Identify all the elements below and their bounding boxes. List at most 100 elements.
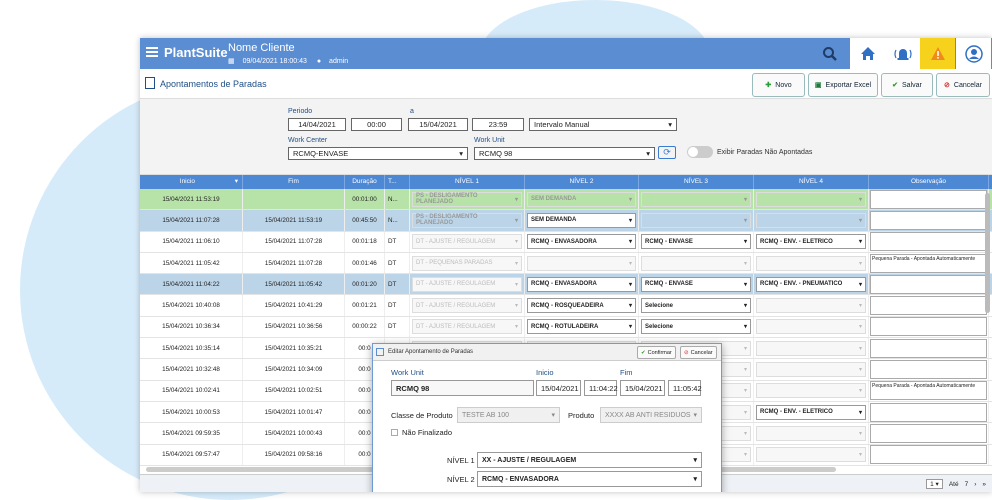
col-header-tipo[interactable]: T... — [385, 175, 410, 189]
sort-down-icon[interactable]: ▾ — [234, 178, 238, 185]
menu-icon[interactable] — [146, 47, 158, 57]
col-header-observacao[interactable]: Observação — [869, 175, 989, 189]
col-header-inicio[interactable]: Inicio ▾ — [140, 175, 243, 189]
cell-nivel4-select[interactable]: ▾ — [756, 319, 866, 335]
observacao-input[interactable] — [870, 360, 987, 380]
user-circle-icon[interactable] — [956, 38, 991, 69]
cell-nivel1-select[interactable]: DT - PEQUENAS PARADAS ▾ — [412, 255, 522, 271]
save-button[interactable]: ✔ Salvar — [881, 73, 933, 97]
novo-button[interactable]: ✚ Novo — [752, 73, 805, 97]
nao-finalizado-checkbox[interactable] — [391, 429, 398, 436]
export-excel-button[interactable]: ▣ Exportar Excel — [808, 73, 878, 97]
cell-nivel1-select[interactable]: PS - DESLIGAMENTO PLANEJADO ▾ — [412, 212, 522, 228]
cell-nivel4-select[interactable]: RCMQ - ENV. - ELETRICO ▾ — [756, 234, 866, 250]
cell-nivel4-select[interactable]: ▾ — [756, 383, 866, 399]
observacao-input[interactable] — [870, 317, 987, 337]
cell-nivel3-select[interactable]: Selecione ▾ — [641, 298, 751, 314]
fim-time-input[interactable]: 11:05:42 — [668, 380, 702, 396]
home-icon[interactable] — [850, 38, 885, 69]
cell-nivel3-select[interactable]: RCMQ - ENVASE ▾ — [641, 276, 751, 292]
cancel-button[interactable]: ⊘ Cancelar — [936, 73, 990, 97]
classe-select[interactable]: TESTE AB 100 ▾ — [457, 407, 560, 423]
work-unit-select[interactable]: RCMQ 98 ▾ — [474, 147, 655, 160]
warning-icon[interactable] — [920, 38, 955, 69]
col-header-duracao[interactable]: Duração — [345, 175, 385, 189]
search-icon[interactable] — [812, 38, 847, 69]
cell-nivel4: ▾ — [754, 295, 869, 316]
cell-nivel1-select[interactable]: PS - DESLIGAMENTO PLANEJADO ▾ — [412, 191, 522, 207]
fim-date-input[interactable]: 15/04/2021 — [620, 380, 665, 396]
observacao-input[interactable] — [870, 338, 987, 358]
produto-select[interactable]: XXXX AB ANTI RESIDUOS ▾ — [600, 407, 702, 423]
table-row[interactable]: 15/04/2021 10:40:08 15/04/2021 10:41:29 00… — [140, 295, 992, 317]
end-date-input[interactable]: 15/04/2021 — [408, 118, 468, 131]
cell-nivel2-select[interactable]: RCMQ - ENVASADORA ▾ — [527, 276, 636, 292]
inicio-time-input[interactable]: 11:04:22 — [584, 380, 618, 396]
cell-nivel3-select[interactable]: ▾ — [641, 212, 751, 228]
cell-nivel4-select[interactable]: ▾ — [756, 340, 866, 356]
observacao-input[interactable]: Pequena Parada - Apontada Automaticament… — [870, 253, 987, 273]
cell-nivel4-select[interactable]: ▾ — [756, 191, 866, 207]
nivel1-select[interactable]: XX - AJUSTE / REGULAGEM ▾ — [477, 452, 702, 468]
cell-nivel1-select[interactable]: DT - AJUSTE / REGULAGEM ▾ — [412, 234, 522, 250]
observacao-input[interactable] — [870, 189, 987, 209]
dialog-cancel-button[interactable]: ⊘ Cancelar — [680, 346, 717, 359]
observacao-input[interactable] — [870, 210, 987, 230]
next-page-icon[interactable]: › — [974, 480, 977, 488]
last-page-icon[interactable]: » — [982, 480, 986, 488]
inicio-date-input[interactable]: 15/04/2021 — [536, 380, 581, 396]
cell-nivel2-select[interactable]: RCMQ - ROSQUEADEIRA ▾ — [527, 298, 636, 314]
col-header-nivel4[interactable]: NÍVEL 4 — [754, 175, 869, 189]
confirm-button[interactable]: ✔ Confirmar — [637, 346, 676, 359]
table-row[interactable]: 15/04/2021 11:07:28 15/04/2021 11:53:19 00… — [140, 210, 992, 232]
observacao-input[interactable] — [870, 402, 987, 422]
table-row[interactable]: 15/04/2021 11:53:19 00:01:00 N... PS - DESL… — [140, 189, 992, 211]
alarm-icon[interactable] — [885, 38, 920, 69]
classe-label: Classe de Produto — [391, 411, 453, 420]
observacao-input[interactable] — [870, 274, 987, 294]
cell-nivel3-select[interactable]: RCMQ - ENVASE ▾ — [641, 234, 751, 250]
nivel2-select[interactable]: RCMQ - ENVASADORA ▾ — [477, 471, 702, 487]
refresh-icon[interactable]: ⟳ — [658, 146, 676, 159]
cell-nivel4-select[interactable]: ▾ — [756, 362, 866, 378]
cell-nivel4-select[interactable]: ▾ — [756, 255, 866, 271]
col-header-nivel3[interactable]: NÍVEL 3 — [639, 175, 754, 189]
observacao-input[interactable] — [870, 445, 987, 465]
col-header-nivel2[interactable]: NÍVEL 2 — [525, 175, 639, 189]
table-row[interactable]: 15/04/2021 10:36:34 15/04/2021 10:36:56 00… — [140, 316, 992, 339]
cell-nivel4-select[interactable]: ▾ — [756, 447, 866, 463]
cell-nivel3-select[interactable]: Selecione ▾ — [641, 319, 751, 335]
start-time-input[interactable]: 00:00 — [351, 118, 402, 131]
cell-nivel2-select[interactable]: SEM DEMANDA ▾ — [527, 212, 636, 228]
start-date-input[interactable]: 14/04/2021 — [288, 118, 346, 131]
table-row[interactable]: 15/04/2021 11:05:42 15/04/2021 11:07:28 00… — [140, 252, 992, 275]
table-row[interactable]: 15/04/2021 11:04:22 15/04/2021 11:05:42 00… — [140, 274, 992, 296]
col-header-fim[interactable]: Fim — [243, 175, 345, 189]
cell-nivel2-select[interactable]: ▾ — [527, 255, 636, 271]
cell-nivel1-select[interactable]: DT - AJUSTE / REGULAGEM ▾ — [412, 276, 522, 292]
col-header-nivel1[interactable]: NÍVEL 1 — [410, 175, 525, 189]
observacao-input[interactable] — [870, 296, 987, 316]
cell-nivel4-select[interactable]: ▾ — [756, 298, 866, 314]
vertical-scrollbar[interactable] — [985, 193, 990, 313]
cell-nivel4-select[interactable]: RCMQ - ENV. - ELETRICO ▾ — [756, 404, 866, 420]
page-size-select[interactable]: 1 ▾ — [926, 479, 943, 489]
end-time-input[interactable]: 23:59 — [472, 118, 524, 131]
cell-nivel4-select[interactable]: ▾ — [756, 212, 866, 228]
cell-nivel4-select[interactable]: RCMQ - ENV. - PNEUMATICO ▾ — [756, 276, 866, 292]
observacao-input[interactable] — [870, 232, 987, 252]
cell-nivel2-select[interactable]: SEM DEMANDA ▾ — [527, 191, 636, 207]
cell-nivel1-select[interactable]: DT - AJUSTE / REGULAGEM ▾ — [412, 319, 522, 335]
table-row[interactable]: 15/04/2021 11:06:10 15/04/2021 11:07:28 00… — [140, 231, 992, 253]
work-center-select[interactable]: RCMQ-ENVASE ▾ — [288, 147, 468, 160]
observacao-input[interactable]: Pequena Parada - Apontada Automaticament… — [870, 381, 987, 401]
observacao-input[interactable] — [870, 423, 987, 443]
exibir-paradas-toggle[interactable] — [687, 146, 713, 158]
cell-nivel2-select[interactable]: RCMQ - ROTULADEIRA ▾ — [527, 319, 636, 335]
cell-nivel1-select[interactable]: DT - AJUSTE / REGULAGEM ▾ — [412, 298, 522, 314]
intervalo-select[interactable]: Intervalo Manual ▾ — [529, 118, 677, 131]
cell-nivel3-select[interactable]: ▾ — [641, 255, 751, 271]
cell-nivel2-select[interactable]: RCMQ - ENVASADORA ▾ — [527, 234, 636, 250]
cell-nivel4-select[interactable]: ▾ — [756, 425, 866, 441]
cell-nivel3-select[interactable]: ▾ — [641, 191, 751, 207]
